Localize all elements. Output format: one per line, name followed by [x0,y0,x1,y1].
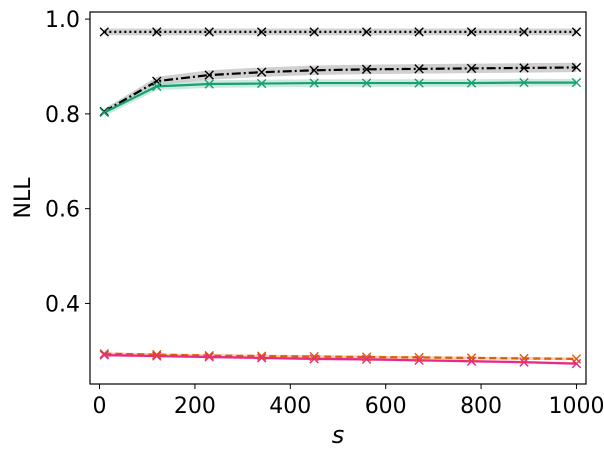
x-axis-ticks: 0 200 400 600 800 1000 [93,384,604,419]
series-4-point [99,350,110,360]
series-1-point [361,64,372,75]
series-0-point [309,27,319,37]
series-3-point [309,351,319,362]
x-tick-label: 600 [365,394,407,419]
series-4-point [204,352,214,362]
series-4-point [571,358,582,369]
series-3-point [519,353,529,364]
series-4-point [466,356,477,366]
series-2-point [414,78,424,88]
series-markers [99,27,582,369]
x-tick-label: 1000 [548,394,604,419]
series-3-point [466,353,477,363]
x-tick-label: 200 [174,394,216,419]
series-0-point [99,27,110,37]
series-2-point [99,107,110,118]
y-tick-label: 1.0 [45,8,80,33]
x-tick-label: 800 [460,394,502,419]
series-1-point [309,65,319,75]
series-1-point [256,67,267,77]
series-3-point [152,349,162,360]
series-3-point [99,348,110,359]
series-2-point [204,79,214,89]
series-4-line [104,353,577,365]
series-1-line [103,66,577,113]
series-4-point [414,355,424,366]
y-tick-label: 0.6 [45,198,80,223]
y-tick-label: 0.8 [45,103,80,128]
series-lines [103,30,577,365]
series-0-point [519,27,529,37]
series-1-point [414,64,424,74]
series-0-point [414,27,424,37]
series-1-band [104,62,577,115]
series-0-point [204,27,214,37]
series-0-point [256,27,267,37]
series-4-point [309,354,319,364]
series-2-point [309,78,319,88]
series-3-point [204,350,214,361]
series-2-point [466,78,477,88]
series-2-point [519,77,529,88]
series-2-line [103,81,577,114]
series-3-line [104,352,577,360]
x-axis-label: s [332,421,345,449]
series-1-point [466,63,477,74]
series-1-point [519,63,529,73]
series-2-point [152,81,162,92]
series-0-point [152,27,162,37]
series-3-point [256,351,267,361]
series-1-point [571,62,582,73]
plot-frame [89,11,587,385]
series-2-point [571,77,582,88]
y-axis-ticks: 0.4 0.6 0.8 1.0 [45,8,90,317]
x-tick-label: 400 [269,394,311,419]
series-2-band [104,78,577,117]
series-3-point [414,352,424,363]
series-0-point [571,27,582,37]
y-axis-label: NLL [11,177,36,219]
series-4-point [256,353,267,363]
confidence-bands [104,28,577,366]
series-4-point [361,354,372,365]
series-4-point [519,357,529,367]
y-tick-label: 0.4 [45,292,80,317]
series-4-point [152,351,162,361]
x-tick-label: 0 [93,394,107,419]
series-2-point [361,78,372,88]
series-1-point [204,70,214,80]
series-2-point [256,78,267,89]
series-0-point [466,27,477,37]
series-0-point [361,27,372,37]
series-3-point [361,352,372,362]
